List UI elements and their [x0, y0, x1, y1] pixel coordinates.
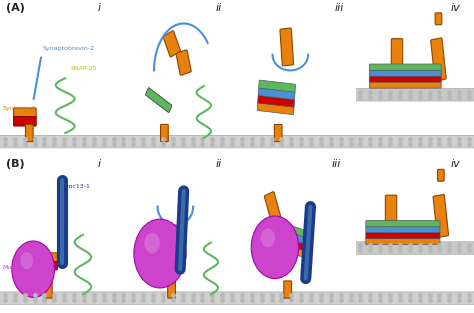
Text: Syntaxin-1: Syntaxin-1 [2, 105, 36, 110]
Text: ii: ii [216, 159, 222, 169]
FancyBboxPatch shape [153, 240, 180, 259]
FancyBboxPatch shape [264, 192, 281, 222]
Text: Munc18-1: Munc18-1 [2, 265, 33, 270]
FancyBboxPatch shape [45, 281, 52, 298]
FancyBboxPatch shape [438, 169, 444, 181]
Text: i: i [97, 3, 100, 13]
Circle shape [20, 252, 33, 269]
FancyBboxPatch shape [274, 124, 282, 141]
Text: Synaptobrevin-2: Synaptobrevin-2 [43, 46, 95, 51]
Text: Munc13-1: Munc13-1 [59, 184, 90, 189]
Circle shape [251, 216, 299, 279]
FancyBboxPatch shape [14, 108, 36, 118]
FancyBboxPatch shape [259, 80, 295, 92]
FancyBboxPatch shape [176, 50, 191, 75]
FancyBboxPatch shape [433, 194, 448, 238]
FancyBboxPatch shape [269, 239, 305, 258]
FancyBboxPatch shape [273, 219, 309, 239]
Circle shape [12, 241, 55, 297]
FancyBboxPatch shape [146, 88, 172, 112]
FancyBboxPatch shape [280, 28, 293, 66]
FancyBboxPatch shape [369, 82, 441, 88]
FancyBboxPatch shape [237, 135, 356, 148]
FancyBboxPatch shape [168, 281, 175, 298]
FancyBboxPatch shape [146, 88, 172, 112]
Text: i: i [97, 159, 100, 169]
FancyBboxPatch shape [369, 64, 441, 70]
Text: (B): (B) [6, 159, 25, 169]
FancyBboxPatch shape [272, 226, 308, 245]
FancyBboxPatch shape [366, 232, 440, 239]
Text: (A): (A) [6, 3, 25, 13]
FancyBboxPatch shape [118, 135, 237, 148]
FancyBboxPatch shape [391, 39, 402, 80]
FancyBboxPatch shape [0, 135, 119, 148]
Text: iii: iii [332, 159, 341, 169]
FancyBboxPatch shape [14, 117, 36, 126]
FancyBboxPatch shape [0, 292, 119, 304]
Circle shape [261, 228, 275, 247]
FancyBboxPatch shape [163, 31, 181, 57]
FancyBboxPatch shape [366, 220, 440, 227]
FancyBboxPatch shape [35, 253, 57, 262]
Text: iv: iv [450, 3, 460, 13]
FancyBboxPatch shape [369, 70, 441, 76]
FancyBboxPatch shape [118, 292, 237, 304]
FancyBboxPatch shape [431, 38, 446, 81]
FancyBboxPatch shape [369, 76, 441, 82]
FancyBboxPatch shape [366, 227, 440, 233]
FancyBboxPatch shape [26, 124, 33, 141]
FancyBboxPatch shape [258, 88, 295, 100]
FancyBboxPatch shape [355, 242, 474, 254]
FancyBboxPatch shape [270, 232, 307, 251]
FancyBboxPatch shape [355, 292, 474, 304]
FancyBboxPatch shape [35, 262, 57, 270]
FancyBboxPatch shape [146, 88, 172, 112]
FancyBboxPatch shape [385, 195, 397, 237]
FancyBboxPatch shape [355, 88, 474, 101]
Text: iv: iv [450, 159, 460, 169]
FancyBboxPatch shape [435, 13, 442, 25]
FancyBboxPatch shape [237, 292, 356, 304]
FancyBboxPatch shape [355, 135, 474, 148]
FancyBboxPatch shape [161, 124, 168, 141]
Text: iii: iii [334, 3, 344, 13]
FancyBboxPatch shape [257, 103, 294, 115]
Text: SNAP-25: SNAP-25 [71, 66, 98, 71]
Circle shape [134, 219, 186, 288]
FancyBboxPatch shape [366, 239, 440, 245]
FancyBboxPatch shape [284, 281, 292, 298]
FancyBboxPatch shape [155, 233, 182, 252]
FancyBboxPatch shape [258, 95, 294, 107]
Circle shape [144, 233, 160, 254]
Text: ii: ii [216, 3, 222, 13]
